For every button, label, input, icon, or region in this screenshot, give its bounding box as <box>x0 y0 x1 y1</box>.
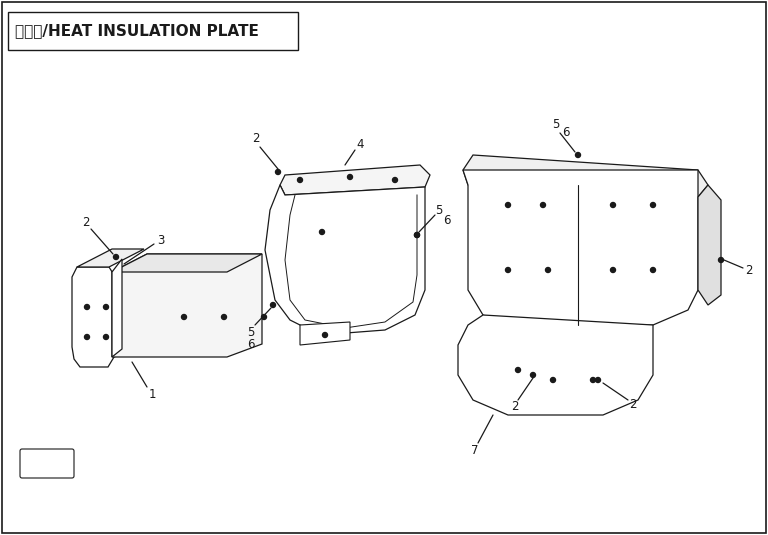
Circle shape <box>181 315 187 319</box>
Text: 2: 2 <box>629 399 637 411</box>
Polygon shape <box>458 315 653 415</box>
Text: 1: 1 <box>148 388 156 401</box>
Polygon shape <box>72 267 114 367</box>
Circle shape <box>591 378 595 383</box>
Circle shape <box>270 302 276 308</box>
Circle shape <box>261 315 266 319</box>
Text: 2: 2 <box>745 264 753 277</box>
Polygon shape <box>300 322 350 345</box>
Text: 5: 5 <box>247 326 255 340</box>
Circle shape <box>221 315 227 319</box>
Polygon shape <box>112 259 122 357</box>
Circle shape <box>575 152 581 157</box>
Circle shape <box>505 203 511 208</box>
Text: 2: 2 <box>252 133 260 146</box>
Circle shape <box>551 378 555 383</box>
Circle shape <box>104 304 108 310</box>
Polygon shape <box>114 257 149 357</box>
Text: 2: 2 <box>82 216 90 228</box>
Polygon shape <box>280 165 430 195</box>
Circle shape <box>650 268 656 272</box>
Polygon shape <box>698 185 721 305</box>
Circle shape <box>323 332 327 338</box>
Text: 3: 3 <box>157 234 164 248</box>
Polygon shape <box>265 185 425 335</box>
Text: 隔热板/HEAT INSULATION PLATE: 隔热板/HEAT INSULATION PLATE <box>15 24 259 39</box>
Circle shape <box>297 178 303 182</box>
Circle shape <box>415 233 419 238</box>
Circle shape <box>415 233 419 238</box>
Text: 6: 6 <box>562 126 570 140</box>
Text: 7: 7 <box>472 445 478 457</box>
Circle shape <box>611 203 615 208</box>
Polygon shape <box>463 170 698 325</box>
Circle shape <box>505 268 511 272</box>
Polygon shape <box>112 254 262 272</box>
Text: 4: 4 <box>356 139 364 151</box>
Circle shape <box>541 203 545 208</box>
Circle shape <box>347 174 353 180</box>
Polygon shape <box>463 155 708 197</box>
Circle shape <box>531 372 535 378</box>
Circle shape <box>392 178 398 182</box>
FancyBboxPatch shape <box>20 449 74 478</box>
Polygon shape <box>112 254 262 357</box>
Circle shape <box>104 334 108 340</box>
Text: 5: 5 <box>435 203 442 217</box>
Text: 5: 5 <box>552 118 560 132</box>
Polygon shape <box>77 249 144 267</box>
Text: 6: 6 <box>443 215 451 227</box>
Circle shape <box>545 268 551 272</box>
Text: 2: 2 <box>511 401 518 414</box>
Circle shape <box>611 268 615 272</box>
Circle shape <box>84 334 90 340</box>
Circle shape <box>515 368 521 372</box>
Circle shape <box>595 378 601 383</box>
Circle shape <box>84 304 90 310</box>
Circle shape <box>719 257 723 263</box>
Text: 6: 6 <box>247 339 255 351</box>
Circle shape <box>276 170 280 174</box>
Circle shape <box>114 255 118 259</box>
Circle shape <box>650 203 656 208</box>
Circle shape <box>319 230 325 234</box>
Bar <box>8 12 298 50</box>
